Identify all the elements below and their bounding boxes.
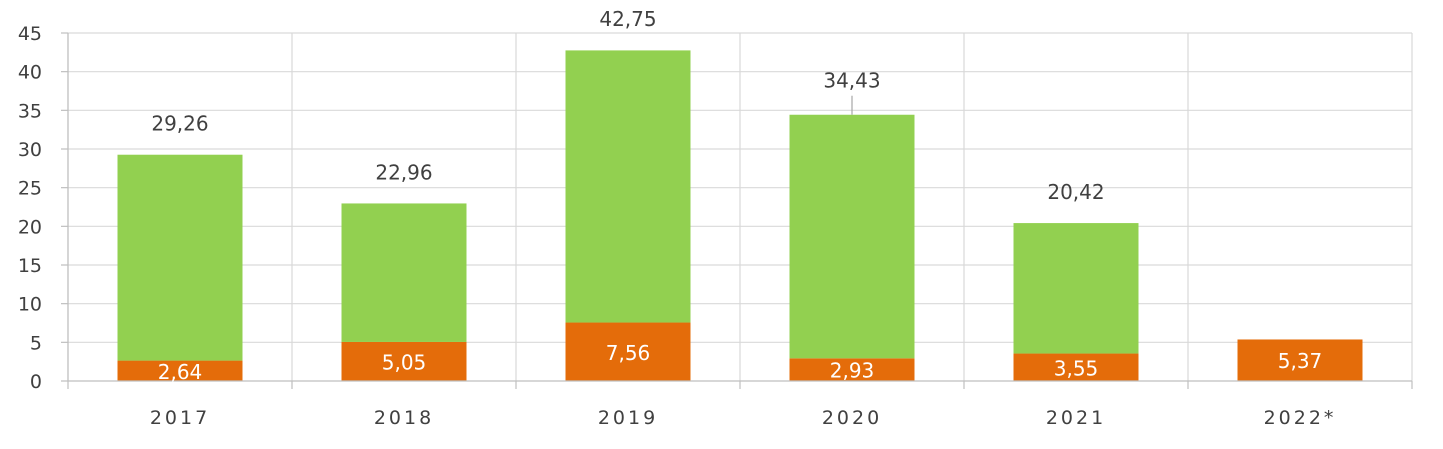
bar-segment-2019-series2 <box>565 50 691 323</box>
total-label: 42,75 <box>599 7 656 31</box>
y-tick-label: 10 <box>18 294 42 316</box>
bar-value-label: 2,93 <box>830 359 875 383</box>
x-category-label: 2018 <box>374 407 434 429</box>
x-category-label: 2020 <box>822 407 882 429</box>
bar-segment-2019-series1 <box>565 322 691 381</box>
data-labels: 2,64 29,26 5,05 22,96 7,56 42,75 2,93 34,43 3,55… <box>151 7 1322 384</box>
bar-value-label: 3,55 <box>1054 356 1099 380</box>
y-tick-label: 20 <box>18 216 42 238</box>
bar-segment-2018-series1 <box>341 341 467 381</box>
bar-segment-2017-series1 <box>117 360 243 381</box>
y-tick-label: 25 <box>18 178 42 200</box>
total-label: 20,42 <box>1047 180 1104 204</box>
total-label: 22,96 <box>375 160 432 184</box>
bar-segment-2021-series1 <box>1013 353 1139 381</box>
bar-value-label: 5,05 <box>382 350 427 374</box>
bar-value-label: 5,37 <box>1278 349 1323 373</box>
x-category-label: 2021 <box>1046 407 1106 429</box>
gridlines <box>67 32 1413 381</box>
y-tick-label: 0 <box>30 371 42 393</box>
x-axis: 2017 2018 2019 2020 2021 2022* <box>67 380 1413 429</box>
bars <box>117 50 1363 381</box>
bar-segment-2022-series1 <box>1237 339 1363 381</box>
bar-segment-2017-series2 <box>117 154 243 361</box>
bar-value-label: 7,56 <box>606 341 651 365</box>
x-category-label: 2022* <box>1264 407 1337 429</box>
total-label: 34,43 <box>823 69 880 93</box>
bar-segment-2020-series2 <box>789 114 915 359</box>
bar-segment-2021-series2 <box>1013 223 1139 354</box>
y-tick-label: 45 <box>18 23 42 45</box>
bar-segment-2018-series2 <box>341 203 467 342</box>
y-tick-label: 30 <box>18 139 42 161</box>
y-tick-label: 35 <box>18 100 42 122</box>
bar-segment-2020-series1 <box>789 358 915 381</box>
y-axis-ticks: 0 5 10 15 20 25 30 35 40 45 <box>18 23 69 393</box>
y-tick-label: 5 <box>30 332 42 354</box>
y-tick-label: 15 <box>18 255 42 277</box>
total-label: 29,26 <box>151 112 208 136</box>
x-category-label: 2019 <box>598 407 658 429</box>
x-category-label: 2017 <box>150 407 210 429</box>
bar-value-label: 2,64 <box>158 360 203 384</box>
y-tick-label: 40 <box>18 62 42 84</box>
